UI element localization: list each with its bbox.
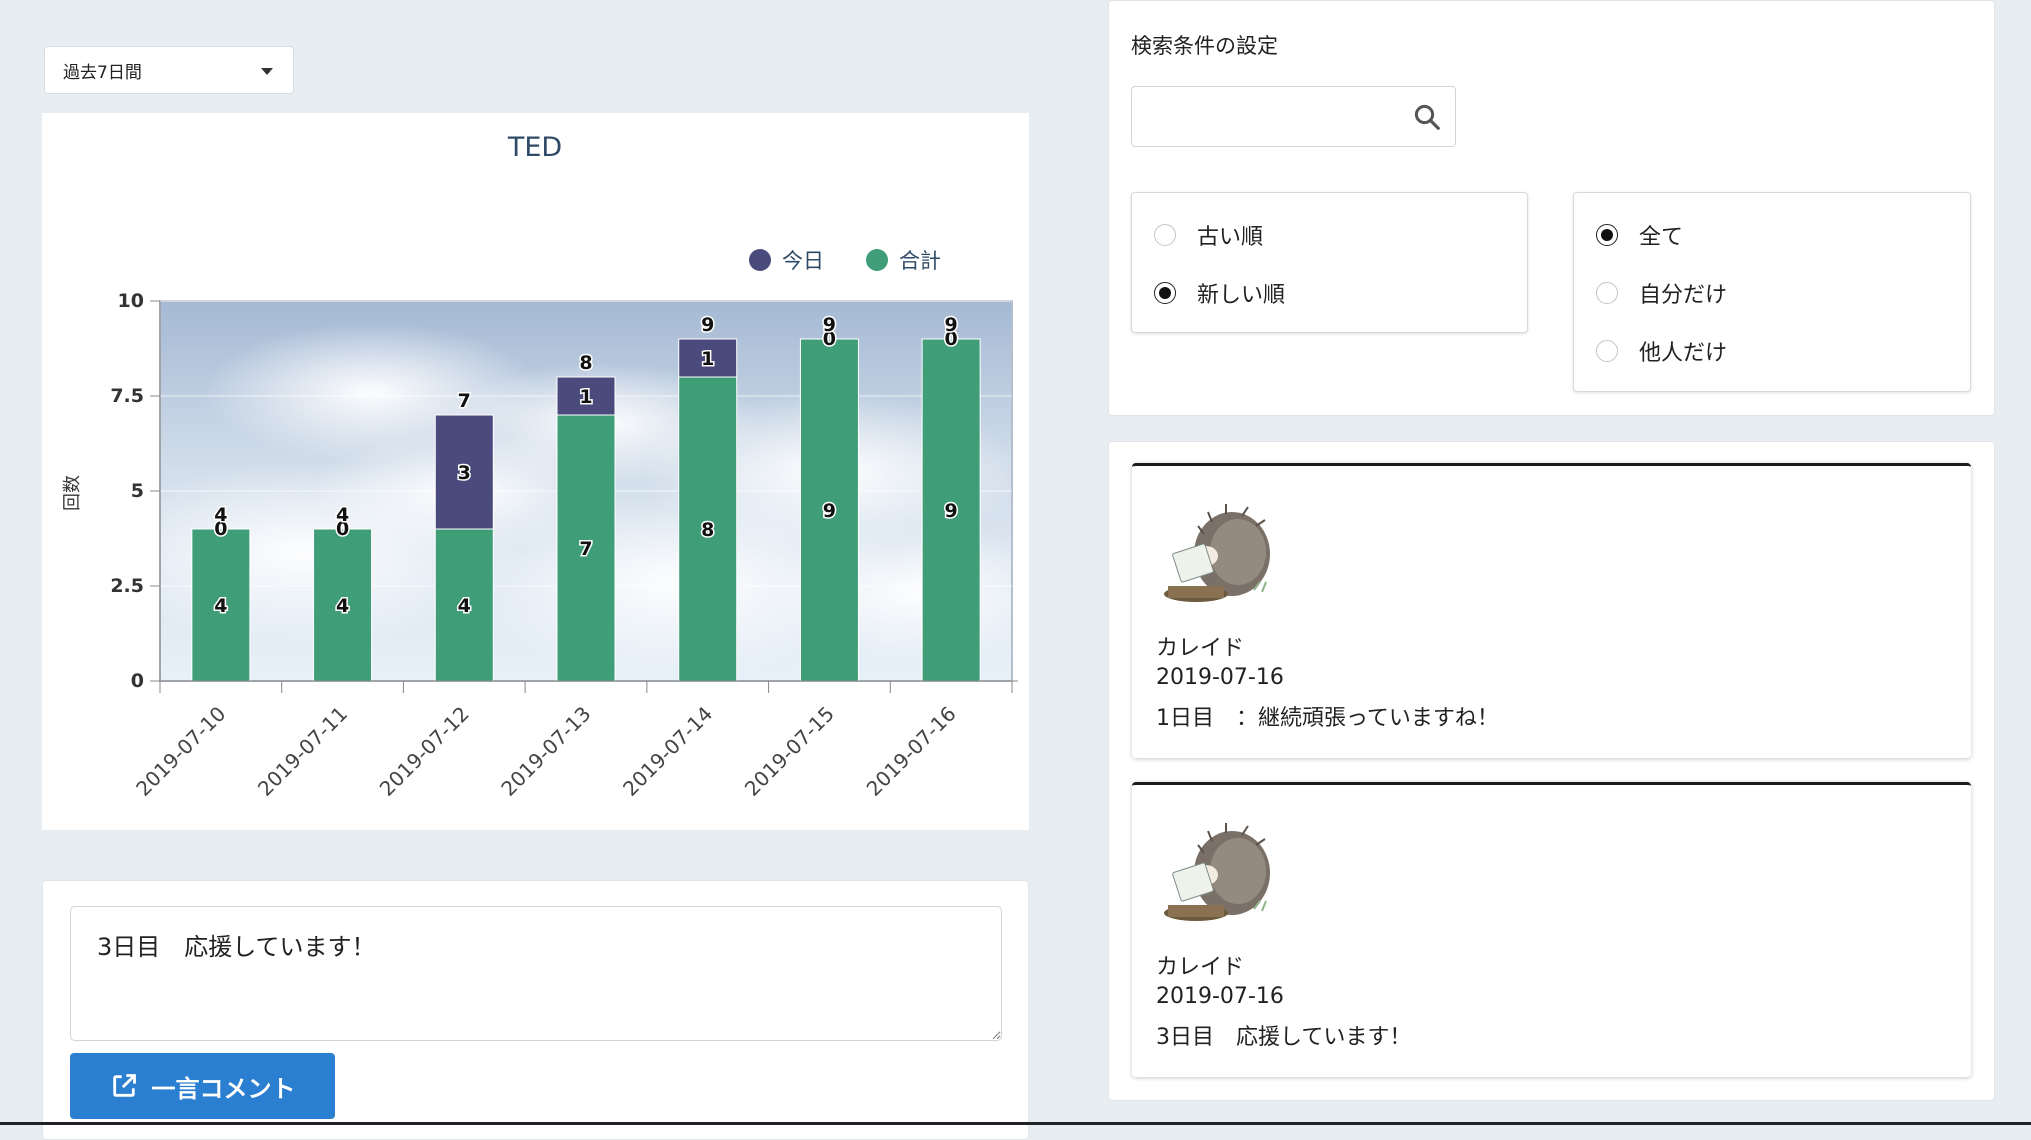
bar-sum-label: 4 (336, 504, 349, 526)
x-tick-label: 2019-07-15 (740, 702, 839, 801)
chart-title: TED (507, 132, 562, 163)
bar-total (313, 528, 373, 682)
y-tick-label: 2.5 (110, 575, 144, 597)
radio-all[interactable]: 全て (1574, 206, 1970, 264)
search-input[interactable] (1138, 92, 1398, 140)
bar-sum-label: 7 (458, 390, 471, 412)
search-title: 検索条件の設定 (1131, 34, 1278, 58)
divider (0, 1122, 2031, 1125)
radio-oldest[interactable]: 古い順 (1132, 206, 1527, 264)
scope-group: 全て 自分だけ 他人だけ (1573, 192, 1971, 392)
chart-legend: 今日 合計 (749, 249, 941, 273)
radio-button[interactable] (1154, 224, 1176, 246)
comment-button[interactable]: 一言コメント (70, 1053, 335, 1119)
y-tick-label: 5 (131, 480, 144, 502)
bar-sum-label: 9 (945, 314, 958, 336)
legend-label: 合計 (899, 249, 941, 273)
radio-label: 古い順 (1197, 225, 1264, 250)
bar-total (921, 338, 981, 682)
bar-total-label: 8 (701, 519, 714, 541)
avatar (1164, 504, 1270, 602)
y-tick-label: 10 (118, 290, 144, 312)
bar-sum-label: 9 (823, 314, 836, 336)
bar-total-label: 4 (458, 595, 471, 617)
bar-total (556, 414, 616, 682)
bar-today-label: 0 (336, 518, 349, 540)
bar-total-label: 4 (214, 595, 227, 617)
comment-date: 2019-07-16 (1156, 665, 1284, 690)
bar-total-label: 9 (945, 500, 958, 522)
bar-today-label: 1 (701, 348, 714, 370)
comment-date: 2019-07-16 (1156, 984, 1284, 1009)
x-tick-label: 2019-07-16 (862, 702, 961, 801)
bar-sum-label: 9 (701, 314, 714, 336)
period-select[interactable]: 過去7日間 (44, 46, 294, 94)
x-tick-label: 2019-07-10 (131, 702, 230, 801)
period-select-value: 過去7日間 (63, 62, 142, 83)
bar-total (191, 528, 251, 682)
radio-label: 全て (1639, 225, 1684, 250)
bar-today-label: 0 (214, 518, 227, 540)
bar-total (799, 338, 859, 682)
search-icon[interactable] (1412, 102, 1442, 132)
bar-total-label: 7 (579, 538, 592, 560)
radio-label: 新しい順 (1197, 283, 1286, 308)
comment-button-label: 一言コメント (151, 1074, 296, 1103)
comment-author: カレイド (1156, 636, 1245, 661)
radio-button[interactable] (1596, 340, 1618, 362)
bar-total-label: 4 (336, 595, 349, 617)
radio-button[interactable] (1154, 282, 1176, 304)
sort-order-group: 古い順 新しい順 (1131, 192, 1528, 333)
y-tick-label: 7.5 (110, 385, 144, 407)
bar-today-label: 3 (458, 462, 471, 484)
bar-sum-label: 8 (579, 352, 592, 374)
bar-total (678, 376, 738, 682)
avatar (1164, 823, 1270, 921)
comment-item: カレイド 2019-07-16 1日目 ：継続頑張っていますね！ (1132, 463, 1971, 758)
x-tick-label: 2019-07-14 (618, 702, 717, 801)
x-tick-label: 2019-07-13 (496, 702, 595, 801)
y-axis-label: 回数 (62, 475, 83, 511)
x-tick-label: 2019-07-11 (253, 702, 352, 801)
comment-textarea[interactable] (70, 906, 1002, 1041)
radio-button[interactable] (1596, 224, 1618, 246)
bar-sum-label: 4 (214, 504, 227, 526)
comment-body: 1日目 ：継続頑張っていますね！ (1156, 706, 1499, 731)
legend-label: 今日 (782, 249, 824, 273)
legend-marker (866, 249, 888, 271)
legend-marker (749, 249, 771, 271)
radio-newest[interactable]: 新しい順 (1132, 264, 1527, 322)
radio-others[interactable]: 他人だけ (1574, 322, 1970, 380)
comment-author: カレイド (1156, 955, 1245, 980)
radio-button[interactable] (1596, 282, 1618, 304)
external-link-icon (112, 1074, 136, 1097)
comment-item: カレイド 2019-07-16 3日目 応援しています！ (1132, 782, 1971, 1077)
bar-today (678, 338, 738, 378)
bar-today (556, 376, 616, 416)
bar-today (434, 414, 494, 530)
radio-label: 他人だけ (1639, 341, 1728, 366)
bar-total-label: 9 (823, 500, 836, 522)
chevron-down-icon (261, 68, 273, 75)
bar-today-label: 1 (579, 386, 592, 408)
y-tick-label: 0 (131, 670, 144, 692)
bars (191, 338, 981, 682)
radio-label: 自分だけ (1639, 283, 1728, 308)
comment-body: 3日目 応援しています！ (1156, 1025, 1412, 1050)
x-tick-label: 2019-07-12 (375, 702, 474, 801)
bar-today-label: 0 (823, 328, 836, 350)
bar-today-label: 0 (945, 328, 958, 350)
radio-mine[interactable]: 自分だけ (1574, 264, 1970, 322)
